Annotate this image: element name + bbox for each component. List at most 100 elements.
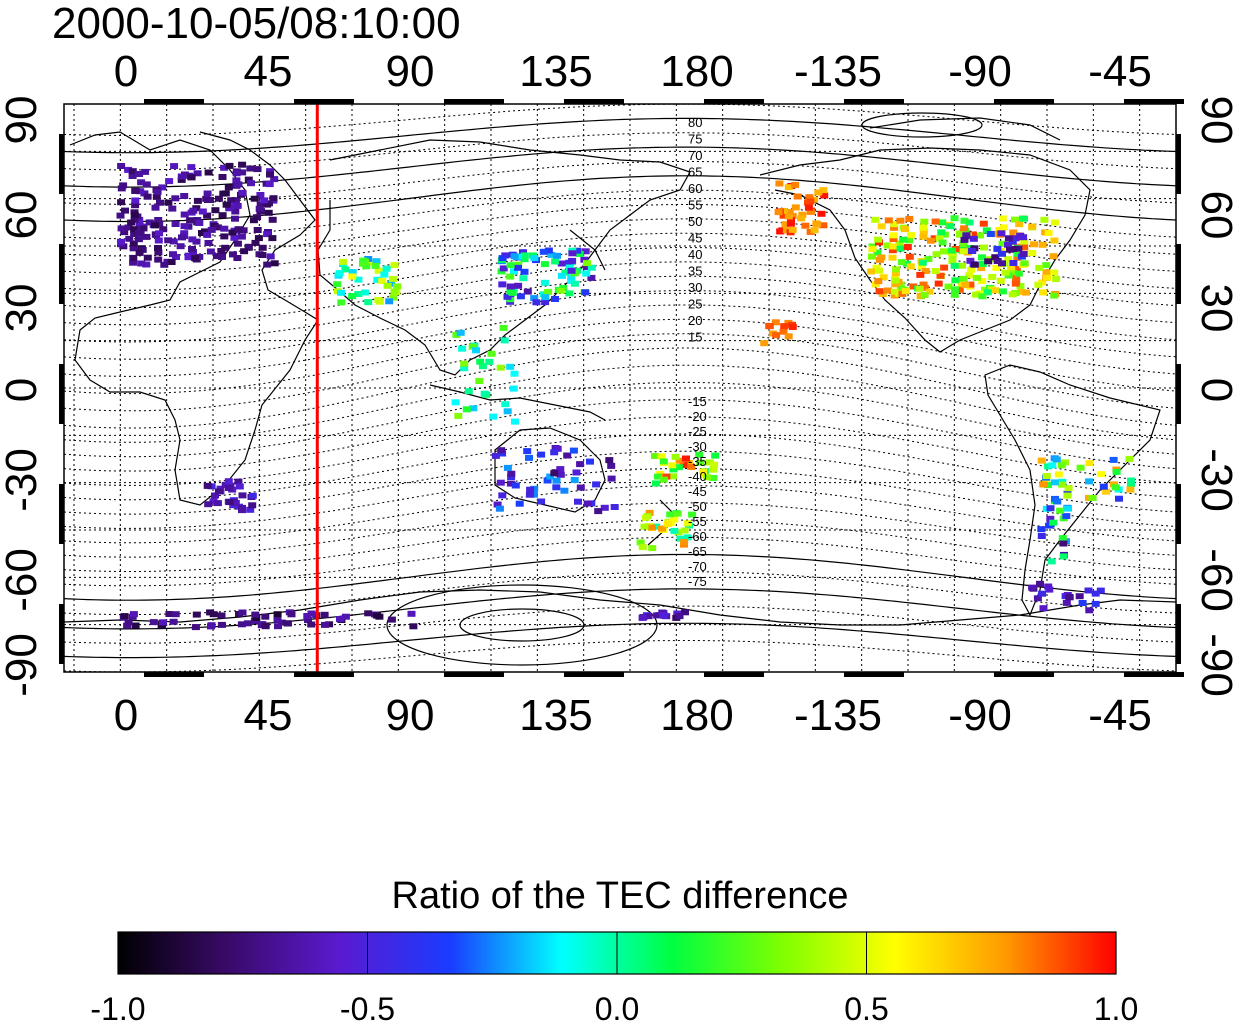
tec-cell xyxy=(234,478,243,485)
tec-cell xyxy=(156,199,164,206)
frame-tick-bar xyxy=(144,99,204,104)
tec-cell xyxy=(819,222,828,229)
tec-cell xyxy=(489,413,498,420)
tec-cell xyxy=(155,230,164,237)
tec-cell xyxy=(1013,254,1022,261)
tec-cell xyxy=(891,270,900,277)
tec-cell xyxy=(469,405,478,412)
tec-cell xyxy=(961,281,970,288)
tec-cell xyxy=(193,197,202,204)
tec-cell xyxy=(214,195,223,202)
tec-cell xyxy=(996,277,1005,284)
tec-cell xyxy=(699,468,708,475)
tec-cell xyxy=(890,221,899,228)
frame-tick-bar xyxy=(1124,99,1184,104)
magnetic-pole-contour xyxy=(861,112,983,138)
contour-label: -35 xyxy=(688,454,707,469)
magnetic-contour xyxy=(64,364,1176,443)
tec-cell xyxy=(921,268,930,274)
tec-cell xyxy=(775,180,784,187)
contour-label: 20 xyxy=(688,313,702,328)
tec-cell xyxy=(495,505,504,512)
magnetic-contour xyxy=(64,433,1176,501)
tec-cell xyxy=(703,474,712,481)
tec-cell xyxy=(273,611,282,618)
tec-cell xyxy=(213,500,222,507)
tec-cell xyxy=(264,209,273,216)
frame-tick-bar xyxy=(994,99,1054,104)
tec-cell xyxy=(1042,269,1051,276)
colorbar-tick-label: -0.5 xyxy=(340,991,395,1024)
tec-cell xyxy=(537,451,546,458)
tec-cell xyxy=(270,176,279,183)
tec-cell xyxy=(1004,256,1013,263)
tec-cell xyxy=(668,462,677,469)
tec-cell xyxy=(234,226,243,233)
tec-cell xyxy=(496,479,505,486)
tec-cell xyxy=(128,168,137,175)
tec-cell xyxy=(544,288,553,295)
tec-cell xyxy=(540,261,549,268)
magnetic-contour xyxy=(64,189,1176,240)
tec-cell xyxy=(187,164,196,171)
magnetic-contour xyxy=(64,275,1176,343)
colorbar-title: Ratio of the TEC difference xyxy=(391,875,849,917)
tec-cell xyxy=(998,215,1007,222)
tec-cell xyxy=(325,621,334,628)
tec-cell xyxy=(977,265,986,272)
tec-cell xyxy=(152,193,161,200)
tec-cell xyxy=(1091,600,1100,607)
tec-cell xyxy=(497,447,506,454)
tec-cell xyxy=(1102,488,1111,495)
tec-cell xyxy=(525,454,533,461)
tec-cell xyxy=(117,225,126,232)
tec-cell xyxy=(551,258,560,265)
tec-cell xyxy=(1064,505,1072,512)
tec-cell xyxy=(171,195,180,202)
tec-cell xyxy=(1056,507,1065,514)
tec-cell xyxy=(493,501,502,508)
tec-cell xyxy=(659,476,668,483)
tec-cell xyxy=(791,181,800,188)
tec-cell xyxy=(888,254,897,261)
colorbar-tick-label: 1.0 xyxy=(1094,991,1138,1024)
tec-cell xyxy=(582,270,591,277)
tec-cell xyxy=(785,209,794,216)
tec-cell xyxy=(214,488,223,495)
tec-cell xyxy=(217,612,226,619)
tec-cell xyxy=(1004,241,1012,248)
tec-cell xyxy=(1085,607,1094,614)
tec-cell xyxy=(254,235,263,242)
tec-cell xyxy=(1028,223,1037,230)
contour-label: -15 xyxy=(688,394,707,409)
tec-cell xyxy=(378,277,387,284)
tec-cell xyxy=(149,619,158,626)
tec-cell xyxy=(1052,456,1061,463)
tec-cell xyxy=(506,480,515,487)
tec-cell xyxy=(225,499,234,506)
tec-cell xyxy=(791,204,800,211)
tec-cell xyxy=(523,448,532,455)
tec-cell xyxy=(234,181,243,188)
frame-tick-bar xyxy=(59,244,64,304)
tec-cell xyxy=(503,408,512,415)
tec-cell xyxy=(167,259,176,265)
tec-cell xyxy=(121,207,129,214)
magnetic-contour xyxy=(64,218,1176,274)
tec-cell xyxy=(498,450,507,457)
tec-cell xyxy=(232,170,241,177)
tec-cell xyxy=(203,482,212,489)
tec-cell xyxy=(219,190,228,197)
x-tick-label-top: -90 xyxy=(948,47,1012,96)
y-tick-label-left: 60 xyxy=(0,191,46,240)
tec-cell xyxy=(273,616,282,623)
tec-cell xyxy=(988,273,997,280)
tec-cell xyxy=(889,236,898,242)
tec-cell xyxy=(998,240,1007,247)
tec-cell xyxy=(940,248,948,255)
tec-cell xyxy=(978,254,986,261)
contour-label: 70 xyxy=(688,148,702,163)
tec-cell xyxy=(992,264,1001,271)
tec-cell xyxy=(1028,250,1037,256)
tec-cell xyxy=(976,232,985,239)
